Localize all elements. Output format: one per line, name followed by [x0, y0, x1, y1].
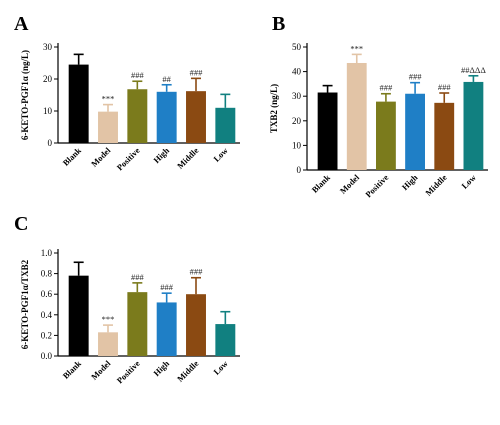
x-category-label: Positive — [363, 172, 390, 199]
x-category-label: Positive — [115, 358, 142, 385]
x-category-label: Positive — [115, 145, 142, 172]
bar-positive — [127, 89, 148, 143]
significance-label: ### — [409, 72, 423, 82]
x-category-label: Middle — [175, 358, 201, 384]
panel-b-chart: B 0 10 20 30 40 50 TXB2 (ng/L) Blank *** Model ### P… — [269, 13, 488, 199]
y-tick-label: 10 — [292, 140, 302, 150]
x-category-label: High — [151, 145, 171, 165]
y-tick-label: 0 — [48, 138, 53, 148]
y-tick-label: 30 — [43, 42, 53, 52]
bar-middle — [186, 294, 206, 356]
significance-label: *** — [102, 94, 115, 104]
y-tick-label: 40 — [292, 67, 302, 77]
y-tick-label: 20 — [43, 74, 53, 84]
significance-label: ### — [190, 67, 204, 77]
y-tick-label: 0.6 — [41, 289, 53, 299]
bar-model — [346, 62, 367, 170]
bar-low — [215, 107, 236, 143]
bar-positive — [127, 292, 148, 356]
significance-label: ## — [162, 74, 171, 84]
x-category-label: Model — [89, 358, 113, 382]
x-category-label: Blank — [61, 145, 84, 168]
y-tick-label: 0.8 — [41, 269, 53, 279]
x-category-label: Blank — [310, 172, 333, 195]
significance-label: ### — [131, 70, 145, 80]
bar-high — [156, 91, 177, 143]
bar-blank — [317, 92, 338, 170]
x-category-label: Model — [338, 172, 362, 196]
y-tick-label: 1.0 — [41, 248, 53, 258]
bar-middle — [434, 102, 455, 170]
significance-label: ##ΔΔΔ — [461, 65, 486, 75]
y-axis-label: 6-KETO-PGF1α (ng/L) — [20, 50, 30, 140]
significance-label: ### — [190, 267, 204, 277]
bar-blank — [68, 275, 89, 356]
x-category-label: Low — [459, 172, 478, 191]
y-axis-label: TXB2 (ng/L) — [269, 84, 279, 133]
significance-label: *** — [102, 314, 115, 324]
bar-model — [98, 332, 118, 356]
y-tick-label: 0.0 — [41, 351, 53, 361]
y-axis-label: 6-KETO-PGF1α/TXB2 — [20, 259, 30, 349]
x-category-label: Low — [211, 358, 230, 377]
x-category-label: Low — [211, 145, 230, 164]
x-category-label: Blank — [61, 358, 84, 381]
significance-label: ### — [438, 82, 452, 92]
bar-low — [463, 81, 484, 170]
panel-a-chart: A 0 10 20 30 6-KETO-PGF1α (ng/L) Blank *** Model… — [14, 13, 240, 172]
x-category-label: Middle — [423, 172, 449, 198]
bar-high — [156, 302, 177, 356]
significance-label: ### — [380, 83, 394, 93]
panel-letter: A — [14, 13, 29, 35]
x-category-label: High — [400, 172, 420, 192]
y-tick-label: 0.2 — [41, 330, 52, 340]
bar-low — [215, 324, 236, 356]
y-tick-label: 0.4 — [41, 310, 53, 320]
bar-high — [405, 93, 425, 170]
x-category-label: Model — [89, 145, 113, 169]
y-tick-label: 0 — [297, 165, 302, 175]
bar-model — [98, 111, 118, 143]
y-tick-label: 30 — [292, 91, 302, 101]
panel-c-chart: C 0.0 0.2 0.4 0.6 0.8 1.0 6-KETO-PGF1α/TXB2 Blan… — [14, 213, 240, 385]
significance-label: ### — [131, 272, 145, 282]
significance-label: ### — [160, 282, 174, 292]
x-category-label: Middle — [175, 145, 201, 171]
bar-positive — [376, 101, 396, 170]
y-tick-label: 50 — [292, 42, 302, 52]
significance-label: *** — [350, 43, 363, 53]
bar-blank — [68, 64, 89, 143]
bar-middle — [186, 91, 206, 143]
panel-letter: B — [272, 13, 285, 35]
y-tick-label: 10 — [43, 106, 53, 116]
panel-letter: C — [14, 213, 28, 235]
x-category-label: High — [151, 358, 171, 378]
y-tick-label: 20 — [292, 116, 302, 126]
